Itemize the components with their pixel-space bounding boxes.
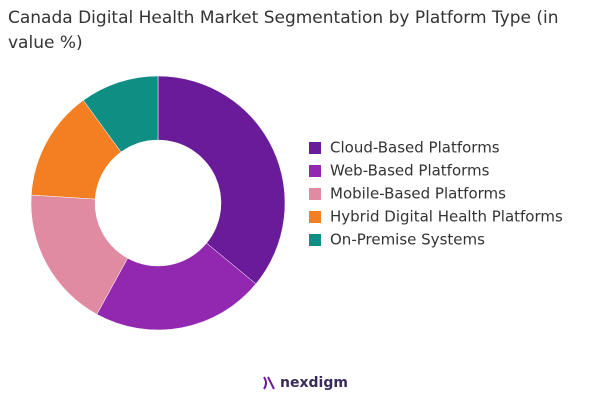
logo-icon [263,376,275,390]
legend-label: Web-Based Platforms [330,162,490,180]
legend-swatch [309,234,321,246]
legend-label: On-Premise Systems [330,231,485,249]
donut-slice [83,75,159,153]
logo-text: nexdigm [280,375,348,391]
legend-label: Mobile-Based Platforms [330,185,506,203]
legend-swatch [309,165,321,177]
donut-slice [96,242,257,331]
legend-label: Hybrid Digital Health Platforms [330,208,563,226]
chart-title: Canada Digital Health Market Segmentatio… [8,8,559,53]
legend-swatch [309,142,321,154]
donut-slice [30,194,128,315]
legend-swatch [309,211,321,223]
legend-label: Cloud-Based Platforms [330,139,500,157]
legend-swatch [309,188,321,200]
donut-slice [157,75,286,285]
